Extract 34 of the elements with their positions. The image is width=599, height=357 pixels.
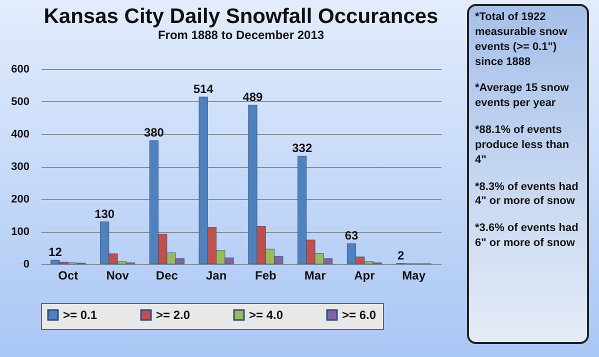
data-label: 63: [344, 228, 358, 243]
x-tick-label: Apr: [354, 268, 376, 282]
y-tick-label: 100: [11, 226, 30, 238]
text: *88.1% of events produce less than 4": [475, 123, 570, 168]
data-label: 489: [242, 90, 264, 104]
legend-label: >= 0.1: [63, 308, 98, 322]
data-label: 380: [144, 126, 164, 140]
text: *3.6% of events had 6" or more of snow: [475, 221, 580, 251]
x-tick-label: Feb: [255, 268, 276, 282]
y-tick-label: 200: [11, 194, 30, 206]
x-tick-label: Jan: [206, 268, 227, 282]
x-tick-label: Dec: [156, 268, 178, 282]
y-tick-label: 500: [11, 96, 30, 108]
x-tick-label: May: [402, 268, 426, 282]
chart-subtitle: From 1888 to December 2013: [158, 28, 324, 42]
y-tick-label: 400: [11, 128, 30, 140]
legend-label: >= 4.0: [249, 308, 284, 322]
text: *8.3% of events had 4" or more of snow: [475, 180, 580, 210]
x-tick-label: Oct: [58, 268, 78, 282]
data-label: 12: [48, 245, 62, 260]
data-label: 514: [193, 82, 214, 96]
chart-title: Kansas City Daily Snowfall Occurances: [44, 5, 438, 28]
data-label: 332: [292, 141, 312, 156]
y-tick-label: 300: [11, 161, 30, 173]
y-tick-label: 0: [23, 258, 30, 270]
x-tick-label: Mar: [304, 268, 326, 282]
data-label: 2: [398, 248, 405, 262]
legend-label: >= 6.0: [342, 308, 376, 322]
x-tick-label: Nov: [106, 268, 130, 282]
text: *Average 15 snow events per year: [475, 81, 570, 112]
text: *Total of 1922 measurable snow events (>= 0.1") since 1888: [475, 10, 568, 70]
legend-label: >= 2.0: [156, 308, 190, 322]
data-label: 130: [94, 206, 115, 221]
y-tick-label: 600: [11, 64, 30, 76]
